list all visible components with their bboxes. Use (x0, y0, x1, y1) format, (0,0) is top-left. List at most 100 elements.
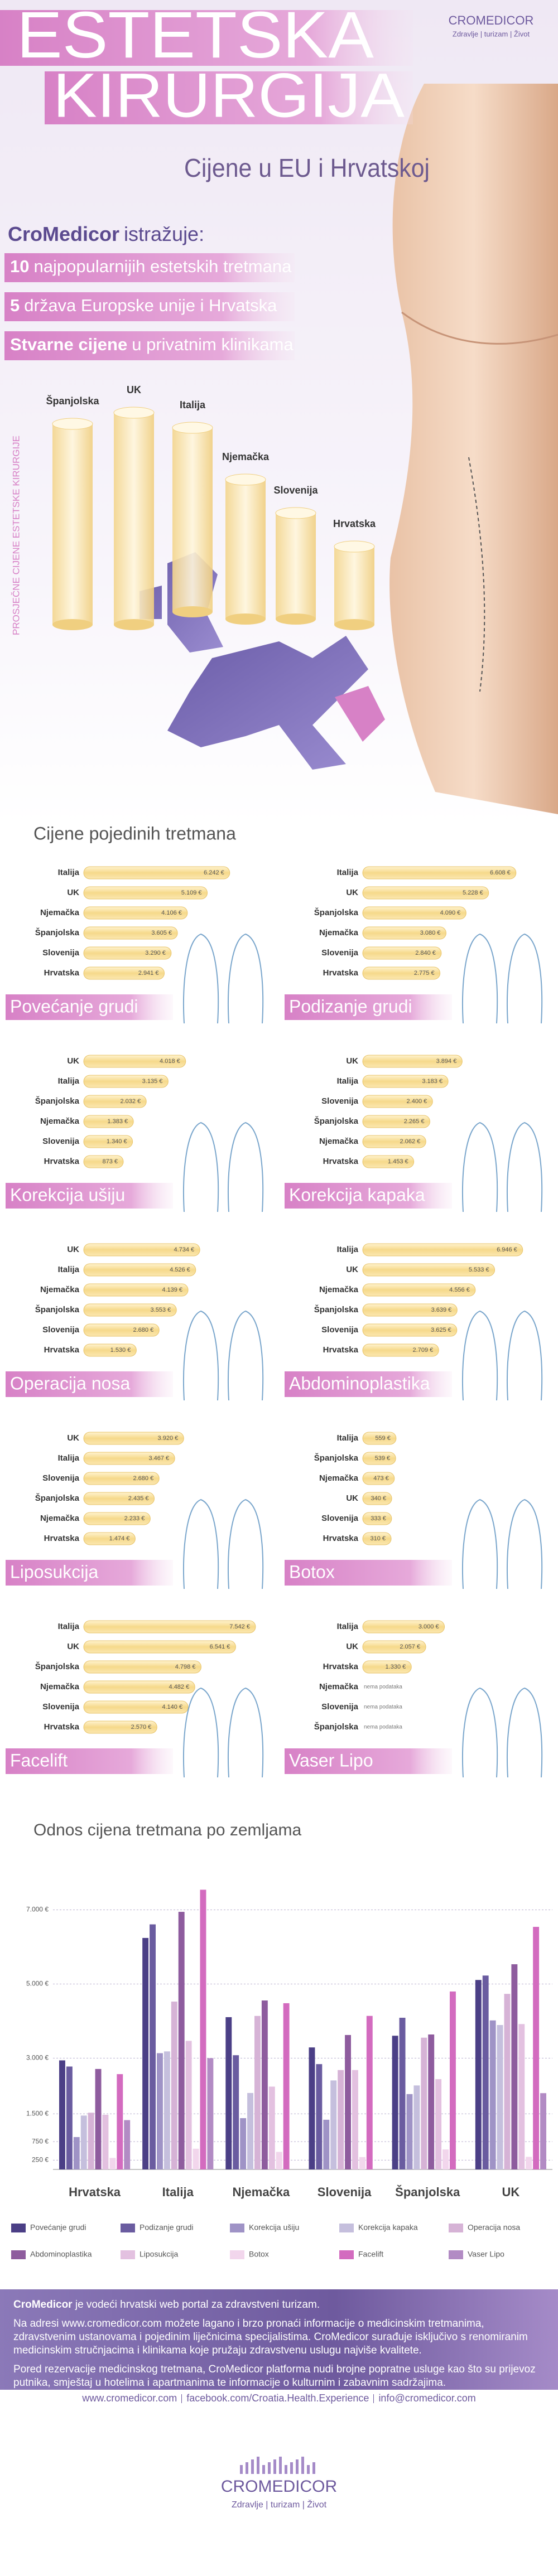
value-label: 6.608 € (490, 869, 511, 876)
intro-strong: 10 (10, 257, 29, 276)
bar (497, 2025, 503, 2169)
value-label: 333 € (371, 1515, 386, 1522)
illustration (183, 1687, 219, 1778)
link[interactable]: info@cromedicor.com (378, 2393, 476, 2404)
legend-swatch (339, 2250, 354, 2259)
bar (309, 2047, 315, 2169)
bar (362, 1283, 476, 1297)
link[interactable]: facebook.com/Croatia.Health.Experience (186, 2393, 369, 2404)
bar (109, 2158, 116, 2169)
bar (362, 866, 517, 879)
bar (362, 1095, 433, 1108)
bar (83, 1720, 157, 1734)
value-label: 6.541 € (210, 1644, 230, 1650)
value-label: 1.340 € (107, 1138, 127, 1145)
category-label: Njemačka (40, 1285, 80, 1294)
y-tick-label: 5.000 € (26, 1980, 49, 1988)
bar (330, 2080, 337, 2169)
category-label: Slovenija (321, 1702, 359, 1712)
bar (362, 1243, 523, 1256)
category-label: Slovenija (42, 1325, 80, 1335)
separator (373, 2394, 374, 2404)
category-label: Španjolska (35, 1304, 80, 1314)
bar (225, 2017, 232, 2169)
y-tick-label: 250 € (32, 2156, 49, 2164)
section-title: Cijene pojedinih tretmana (33, 823, 236, 843)
category-label: Njemačka (319, 1473, 359, 1483)
bar (157, 2053, 163, 2169)
intro-band (4, 292, 295, 321)
value-label: 5.109 € (181, 890, 202, 896)
illustration (183, 1310, 219, 1401)
value-label: 2.435 € (128, 1495, 149, 1502)
value-label: 4.798 € (175, 1664, 196, 1670)
bar (83, 1640, 236, 1654)
bar (178, 1912, 185, 2169)
intro-text: najpopularnijih estetskih tretmana (33, 257, 292, 276)
logo-bar (262, 2465, 265, 2474)
panel-title-band (285, 1371, 452, 1397)
bar (83, 906, 188, 920)
category-label: Italija (337, 1245, 359, 1254)
bar (254, 2016, 261, 2169)
category-label: Italija (58, 868, 80, 877)
cylinder-top (113, 407, 155, 419)
bar (83, 886, 208, 900)
logo: CROMEDICOR (449, 13, 534, 27)
bar (362, 1075, 449, 1088)
illustration (507, 1687, 543, 1778)
logo-bar (273, 2459, 276, 2474)
panel-title-band (6, 1748, 173, 1774)
bar (240, 2118, 247, 2169)
bar (261, 2000, 268, 2169)
footer-brand: CroMedicor (13, 2299, 73, 2311)
category-label: Hrvatska (323, 1345, 359, 1355)
logo-bar (279, 2457, 282, 2474)
bar (362, 1660, 412, 1674)
bar (362, 1432, 397, 1445)
category-label: Hrvatska (323, 1157, 359, 1166)
value-label: 1.474 € (109, 1535, 130, 1542)
bar (366, 2016, 373, 2169)
panel-title: Podizanje grudi (289, 996, 412, 1016)
legend-swatch (230, 2250, 244, 2259)
category-label: UK (346, 1265, 358, 1274)
category-label: UK (67, 1642, 79, 1651)
bar (362, 1323, 458, 1337)
x-tick-label: UK (502, 2185, 520, 2199)
bar (83, 1472, 160, 1485)
category-label: Njemačka (40, 1682, 80, 1691)
category-label: Hrvatska (44, 1722, 80, 1732)
link[interactable]: www.cromedicor.com (82, 2393, 177, 2404)
category-label: Španjolska (35, 1493, 80, 1503)
value-label: nema podataka (364, 1684, 402, 1690)
category-label: Italija (337, 1622, 359, 1631)
y-tick-label: 1.500 € (26, 2109, 49, 2117)
illustration (183, 1122, 219, 1212)
bar (362, 1532, 392, 1545)
category-label: Slovenija (42, 1702, 80, 1712)
bar (142, 1937, 149, 2169)
bar (504, 1994, 511, 2169)
legend-swatch (11, 2250, 26, 2259)
value-label: 1.453 € (388, 1158, 408, 1165)
bar (399, 2018, 406, 2169)
legend-swatch (230, 2224, 244, 2232)
cylinder-bottom (52, 619, 93, 630)
surgical-marking (468, 457, 485, 692)
category-label: UK (346, 1056, 358, 1066)
bar (352, 2070, 358, 2169)
category-label: Njemačka (319, 1285, 359, 1294)
intro-text: država Europske unije i Hrvatska (24, 296, 277, 315)
bar (83, 1283, 189, 1297)
torso-contour (401, 311, 558, 345)
panel-title: Korekcija ušiju (10, 1185, 125, 1205)
bar (83, 1432, 184, 1445)
cylinder-label: Španjolska (46, 395, 99, 407)
bar (362, 1512, 392, 1525)
title-band (0, 10, 413, 66)
legend-swatch (121, 2250, 135, 2259)
panel-title-band (6, 1560, 173, 1586)
legend-label: Botox (249, 2250, 269, 2259)
value-label: 2.062 € (400, 1138, 421, 1145)
